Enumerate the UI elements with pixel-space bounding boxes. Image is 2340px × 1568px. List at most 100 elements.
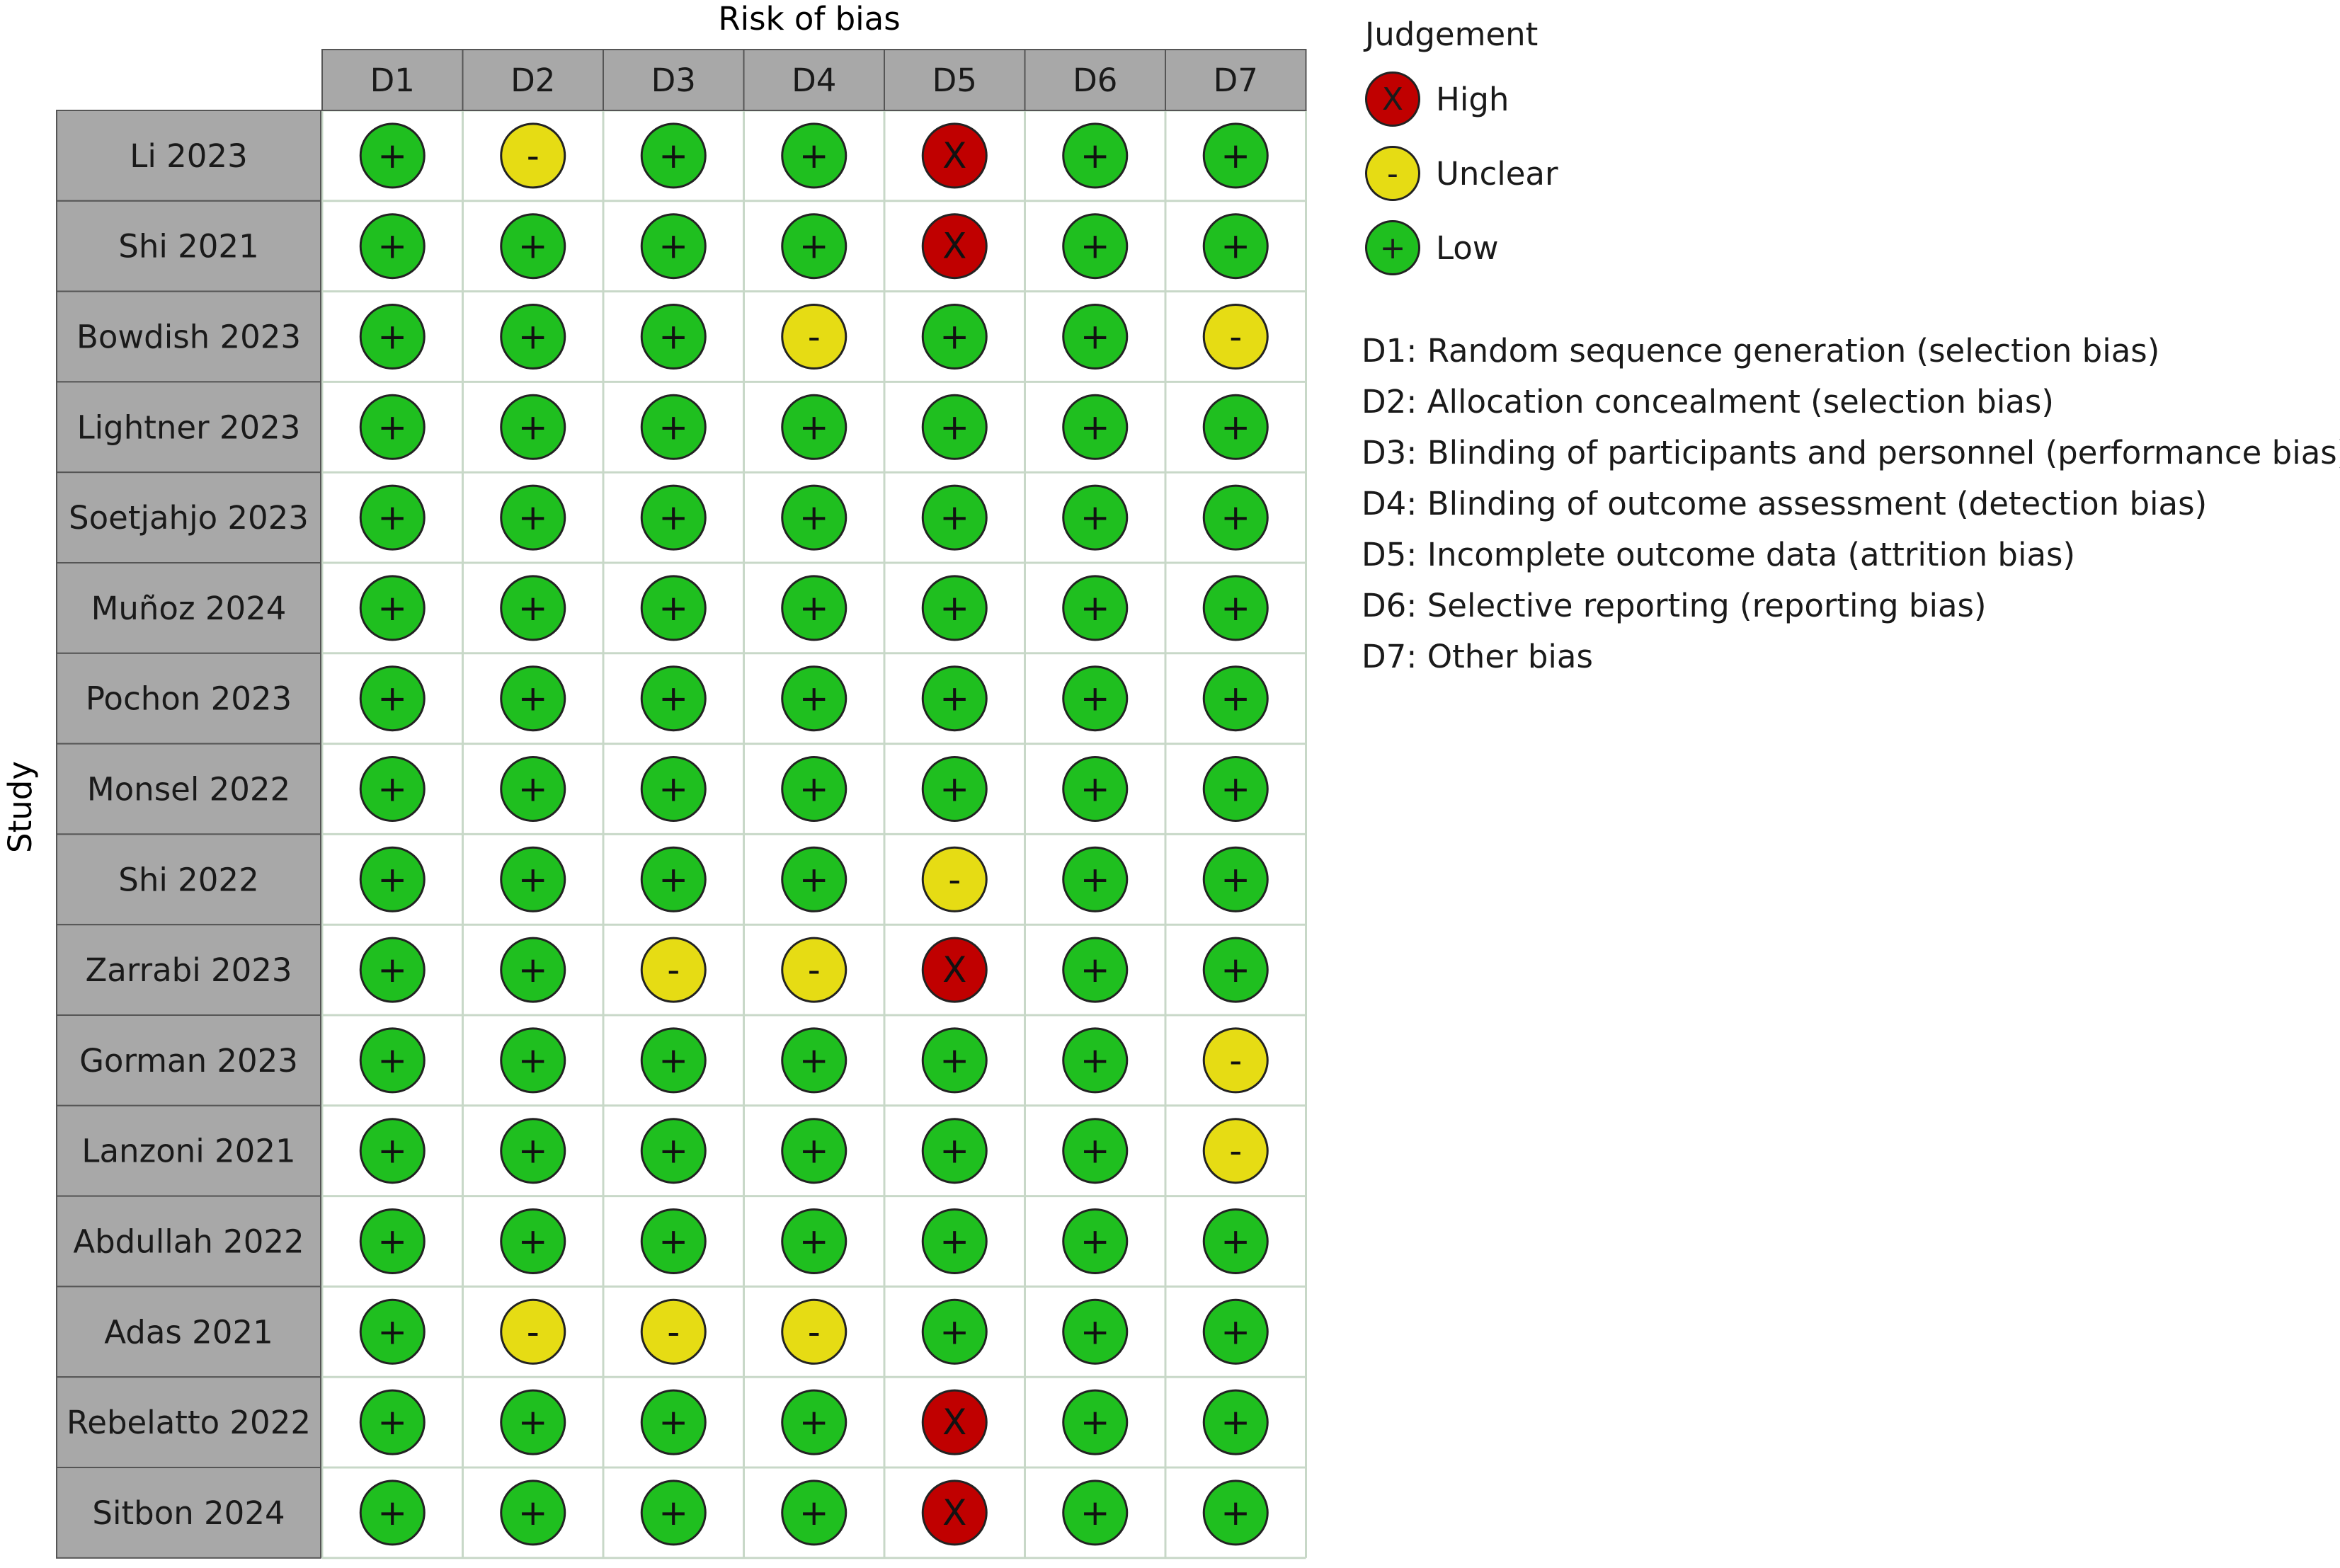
judgement-symbol: + bbox=[1080, 1221, 1110, 1262]
judgement-circle bbox=[359, 937, 426, 1003]
judgement-symbol: + bbox=[1221, 406, 1250, 447]
judgement-circle bbox=[921, 484, 988, 551]
judgement-circle bbox=[500, 304, 566, 370]
column-header-cell bbox=[743, 49, 885, 111]
judgement-circle bbox=[781, 937, 847, 1003]
judgement-circle bbox=[921, 1298, 988, 1365]
judgement-circle bbox=[781, 1027, 847, 1094]
judgement-circle bbox=[921, 1389, 988, 1455]
judgement-symbol: + bbox=[799, 1131, 829, 1172]
judgement-low: + bbox=[640, 575, 707, 641]
column-header-label: D1 bbox=[370, 62, 415, 99]
judgement-low: + bbox=[359, 1027, 426, 1094]
judgement-unclear: - bbox=[781, 1298, 847, 1365]
judgement-circle bbox=[1062, 1118, 1129, 1184]
judgement-circle bbox=[500, 846, 566, 912]
study-label: Monsel 2022 bbox=[87, 771, 290, 808]
judgement-symbol: + bbox=[518, 1131, 548, 1172]
study-label-cell bbox=[56, 1195, 321, 1288]
judgement-low: + bbox=[1202, 756, 1269, 822]
judgement-circle bbox=[1202, 484, 1269, 551]
judgement-low: + bbox=[781, 665, 847, 732]
judgement-symbol: + bbox=[1221, 859, 1250, 900]
judgement-symbol: + bbox=[658, 859, 688, 900]
judgement-low: + bbox=[781, 575, 847, 641]
judgement-circle bbox=[781, 756, 847, 822]
judgement-circle bbox=[781, 1480, 847, 1546]
judgement-symbol: + bbox=[518, 226, 548, 267]
judgement-low: + bbox=[1202, 665, 1269, 732]
judgement-circle bbox=[1202, 1298, 1269, 1365]
judgement-circle bbox=[640, 122, 707, 189]
column-header-cell bbox=[321, 49, 464, 111]
judgement-circle bbox=[1062, 665, 1129, 732]
judgement-symbol: + bbox=[658, 1040, 688, 1081]
judgement-circle bbox=[500, 1208, 566, 1274]
judgement-symbol: + bbox=[377, 226, 407, 267]
judgement-low: + bbox=[500, 1027, 566, 1094]
judgement-low: + bbox=[359, 1298, 426, 1365]
judgement-symbol: + bbox=[940, 316, 969, 357]
domain-definition: D3: Blinding of participants and personn… bbox=[1362, 434, 2340, 471]
judgement-low: + bbox=[781, 756, 847, 822]
column-header-label: D5 bbox=[932, 62, 977, 99]
judgement-low: + bbox=[1202, 484, 1269, 551]
judgement-circle bbox=[1202, 575, 1269, 641]
judgement-symbol: + bbox=[377, 1492, 407, 1533]
judgement-unclear: - bbox=[500, 1298, 566, 1365]
judgement-symbol: + bbox=[1221, 135, 1250, 176]
judgement-symbol: + bbox=[799, 1221, 829, 1262]
study-label-cell bbox=[56, 110, 321, 202]
judgement-symbol: + bbox=[1080, 588, 1110, 629]
judgement-symbol: + bbox=[1080, 678, 1110, 719]
judgement-low: + bbox=[1202, 213, 1269, 280]
legend-label: Unclear bbox=[1436, 154, 1558, 193]
legend-label: High bbox=[1436, 80, 1509, 118]
judgement-circle bbox=[921, 304, 988, 370]
judgement-symbol: + bbox=[1221, 769, 1250, 810]
judgement-low: + bbox=[359, 665, 426, 732]
legend-label: Low bbox=[1436, 229, 1499, 267]
judgement-symbol: + bbox=[799, 226, 829, 267]
judgement-symbol: - bbox=[808, 316, 821, 357]
judgement-low: + bbox=[500, 665, 566, 732]
domain-definition: D7: Other bias bbox=[1362, 638, 1593, 675]
judgement-low: + bbox=[500, 213, 566, 280]
judgement-low: + bbox=[640, 1208, 707, 1274]
judgement-symbol: + bbox=[1221, 226, 1250, 267]
judgement-symbol: + bbox=[658, 769, 688, 810]
judgement-symbol: + bbox=[940, 497, 969, 538]
judgement-low: + bbox=[781, 213, 847, 280]
judgement-symbol: + bbox=[1221, 1311, 1250, 1352]
judgement-symbol: - bbox=[1229, 1040, 1242, 1081]
judgement-circle bbox=[500, 1389, 566, 1455]
judgement-symbol: + bbox=[1221, 678, 1250, 719]
y-axis-label: Study bbox=[1, 761, 39, 853]
judgement-symbol: + bbox=[799, 1402, 829, 1443]
judgement-symbol: + bbox=[518, 316, 548, 357]
judgement-low: + bbox=[1202, 846, 1269, 912]
legend-swatch: + bbox=[1365, 220, 1420, 275]
judgement-low: + bbox=[640, 122, 707, 189]
judgement-symbol: + bbox=[658, 406, 688, 447]
judgement-symbol: + bbox=[658, 135, 688, 176]
judgement-circle bbox=[781, 1389, 847, 1455]
judgement-symbol: + bbox=[518, 1402, 548, 1443]
judgement-low: + bbox=[1062, 937, 1129, 1003]
judgement-symbol: X bbox=[942, 949, 966, 990]
study-label-cell bbox=[56, 743, 321, 835]
study-label-cell bbox=[56, 381, 321, 474]
judgement-circle bbox=[1062, 394, 1129, 460]
judgement-circle bbox=[1202, 304, 1269, 370]
judgement-circle bbox=[359, 484, 426, 551]
judgement-low: + bbox=[921, 1027, 988, 1094]
study-label: Muñoz 2024 bbox=[91, 590, 287, 627]
judgement-symbol: + bbox=[658, 1221, 688, 1262]
judgement-low: + bbox=[921, 394, 988, 460]
judgement-symbol: X bbox=[942, 1492, 966, 1533]
judgement-circle bbox=[1062, 122, 1129, 189]
judgement-symbol: + bbox=[940, 588, 969, 629]
judgement-low: + bbox=[640, 1027, 707, 1094]
judgement-symbol: + bbox=[1221, 588, 1250, 629]
study-label-cell bbox=[56, 924, 321, 1016]
